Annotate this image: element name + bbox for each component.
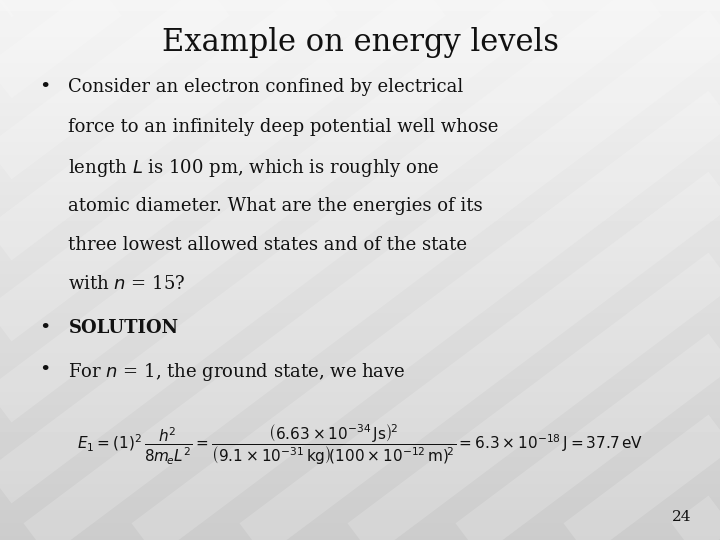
Text: 24: 24 [672, 510, 691, 524]
Text: length $L$ is 100 pm, which is roughly one: length $L$ is 100 pm, which is roughly o… [68, 157, 440, 179]
Text: SOLUTION: SOLUTION [68, 319, 179, 337]
Text: three lowest allowed states and of the state: three lowest allowed states and of the s… [68, 236, 467, 254]
Text: Consider an electron confined by electrical: Consider an electron confined by electri… [68, 78, 464, 96]
Text: atomic diameter. What are the energies of its: atomic diameter. What are the energies o… [68, 197, 483, 214]
Text: •: • [40, 319, 51, 337]
Text: Example on energy levels: Example on energy levels [161, 27, 559, 58]
Text: •: • [40, 361, 51, 379]
Text: For $n$ = 1, the ground state, we have: For $n$ = 1, the ground state, we have [68, 361, 406, 383]
Text: with $n$ = 15?: with $n$ = 15? [68, 275, 186, 293]
Text: $E_1 = (1)^2\,\dfrac{h^2}{8m_{\!e}L^2} = \dfrac{\left(6.63\times10^{-34}\,\mathr: $E_1 = (1)^2\,\dfrac{h^2}{8m_{\!e}L^2} =… [77, 422, 643, 467]
Text: •: • [40, 78, 51, 96]
Text: force to an infinitely deep potential well whose: force to an infinitely deep potential we… [68, 118, 499, 136]
